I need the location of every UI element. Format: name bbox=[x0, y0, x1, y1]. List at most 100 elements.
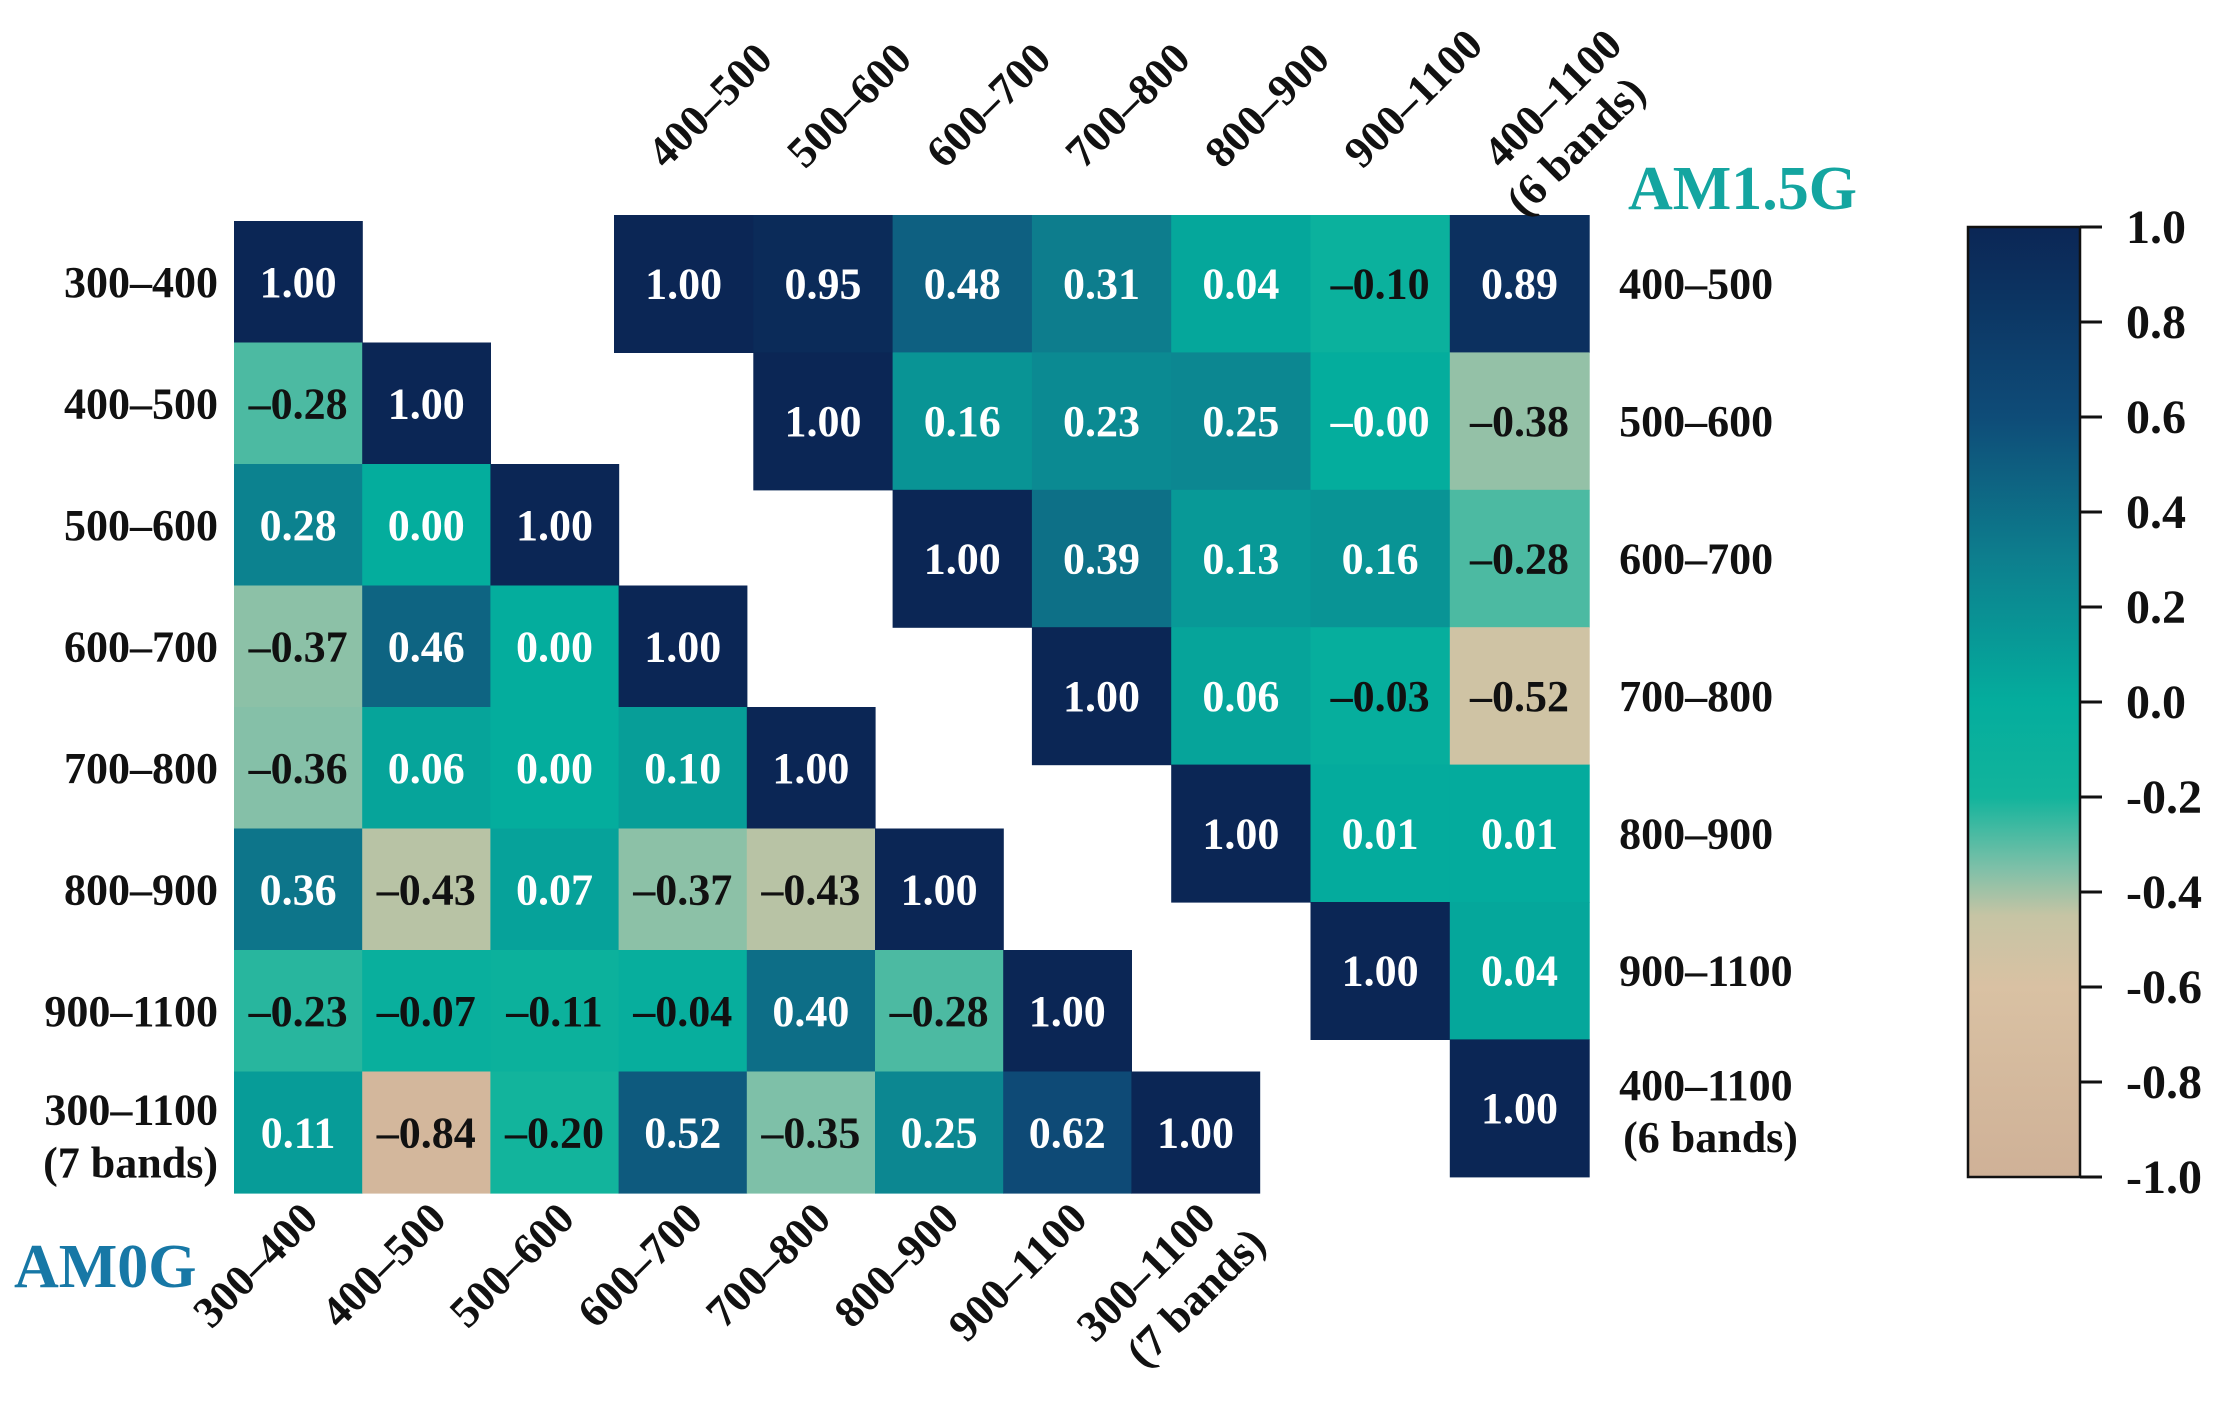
am0g-cell-label: 1.00 bbox=[388, 379, 465, 428]
am15g-cell-label: 0.48 bbox=[924, 260, 1001, 309]
am0g-cell-r7-c5 bbox=[875, 1071, 1004, 1194]
am15g-cell-r4-c6 bbox=[1449, 764, 1590, 903]
am0g-cell-label: 0.07 bbox=[516, 865, 593, 914]
colorbar-tick-label: -0.6 bbox=[2126, 961, 2202, 1014]
colorbar-tick-label: 0.0 bbox=[2126, 676, 2186, 729]
am15g-cell-r0-c2 bbox=[892, 215, 1033, 353]
am15g-cell-label: 1.00 bbox=[784, 397, 861, 446]
am0g-cell-r7-c0 bbox=[234, 1071, 363, 1194]
am15g-cell-r1-c5 bbox=[1310, 352, 1451, 491]
am15g-col-label: 400–500 bbox=[638, 34, 782, 178]
am0g-col-label: 600–700 bbox=[568, 1193, 712, 1337]
am15g-cell-label: –0.03 bbox=[1330, 672, 1430, 721]
am15g-cell-label: –0.28 bbox=[1469, 535, 1569, 584]
am0g-cell-label: 1.00 bbox=[260, 258, 337, 307]
am15g-cell-r3-c6 bbox=[1449, 627, 1590, 766]
am0g-cell-r4-c2 bbox=[490, 707, 620, 830]
am15g-cell-label: –0.00 bbox=[1330, 397, 1430, 446]
am0g-col-label: 400–500 bbox=[312, 1193, 456, 1337]
am15g-cell-label: 0.01 bbox=[1481, 809, 1558, 858]
am15g-cell-label: 0.13 bbox=[1202, 535, 1279, 584]
colorbar-tick-label: 0.8 bbox=[2126, 296, 2186, 349]
colorbar-tick-label: -0.4 bbox=[2126, 866, 2202, 919]
am0g-cell-r7-c1 bbox=[362, 1071, 491, 1194]
am0g-col-label: 300–1100(7 bands) bbox=[1067, 1181, 1275, 1389]
am15g-cell-r0-c4 bbox=[1171, 215, 1312, 353]
am0g-cell-r5-c0 bbox=[234, 828, 363, 951]
am0g-cell-label: 1.00 bbox=[644, 622, 721, 671]
am0g-cell-label: –0.23 bbox=[248, 987, 348, 1036]
am15g-cell-r2-c3 bbox=[1031, 489, 1172, 628]
am0g-cell-r4-c0 bbox=[234, 707, 363, 830]
am15g-cell-r2-c5 bbox=[1310, 489, 1451, 628]
am15g-col-label: 900–1100 bbox=[1335, 20, 1492, 177]
am15g-cell-r2-c4 bbox=[1171, 489, 1312, 628]
am0g-cell-r3-c1 bbox=[362, 585, 491, 708]
am15g-cell-r2-c2 bbox=[892, 489, 1033, 628]
am0g-cell-r3-c2 bbox=[490, 585, 620, 708]
am15g-col-label: 700–800 bbox=[1056, 34, 1200, 178]
am15g-cell-r1-c2 bbox=[892, 352, 1033, 491]
am15g-col-label: 800–900 bbox=[1195, 34, 1339, 178]
colorbar-scale bbox=[1966, 225, 2082, 1179]
am15g-col-label: 500–600 bbox=[777, 34, 921, 178]
am0g-cell-label: 0.52 bbox=[644, 1108, 721, 1157]
am15g-title: AM1.5G bbox=[1628, 155, 1857, 223]
colorbar-tick-label: 0.6 bbox=[2126, 391, 2186, 444]
am15g-cell-r0-c3 bbox=[1031, 215, 1172, 353]
am15g-cell-r4-c5 bbox=[1310, 764, 1451, 903]
am0g-cell-label: –0.37 bbox=[632, 865, 732, 914]
am0g-cell-r6-c3 bbox=[618, 950, 748, 1073]
am0g-cell-r6-c0 bbox=[234, 950, 363, 1073]
am15g-cell-label: 0.95 bbox=[784, 260, 861, 309]
am0g-cell-label: 0.62 bbox=[1029, 1108, 1106, 1157]
am15g-row-label: 900–1100 bbox=[1619, 947, 1793, 996]
am0g-cell-r5-c2 bbox=[490, 828, 620, 951]
am15g-cell-r1-c4 bbox=[1171, 352, 1312, 491]
am0g-cell-label: –0.43 bbox=[376, 865, 476, 914]
am15g-cell-label: –0.10 bbox=[1330, 260, 1430, 309]
am0g-cell-r6-c5 bbox=[875, 950, 1004, 1073]
am15g-cell-label: 1.00 bbox=[1342, 947, 1419, 996]
am0g-cell-label: 1.00 bbox=[901, 865, 978, 914]
am0g-cell-r6-c1 bbox=[362, 950, 491, 1073]
am0g-cell-r1-c0 bbox=[234, 342, 363, 465]
am15g-row-label: 500–600 bbox=[1619, 397, 1773, 446]
am0g-cell-r1-c1 bbox=[362, 342, 491, 465]
am15g-cell-r6-c6 bbox=[1449, 1039, 1590, 1178]
am15g-cell-label: 0.16 bbox=[1342, 535, 1419, 584]
am15g-cell-r5-c6 bbox=[1449, 902, 1590, 1040]
am15g-cell-r0-c5 bbox=[1310, 215, 1451, 353]
am15g-cell-label: 1.00 bbox=[1202, 809, 1279, 858]
am0g-cell-label: 0.11 bbox=[261, 1108, 336, 1157]
am15g-cell-label: 0.16 bbox=[924, 397, 1001, 446]
am0g-col-label: 900–1100 bbox=[939, 1193, 1096, 1350]
colorbar-tick-label: 0.4 bbox=[2126, 486, 2186, 539]
am0g-cell-r6-c6 bbox=[1003, 950, 1132, 1073]
am15g-cell-label: –0.52 bbox=[1469, 672, 1569, 721]
am0g-cell-label: –0.07 bbox=[376, 987, 476, 1036]
am0g-title: AM0G bbox=[14, 1233, 197, 1301]
am15g-cell-r1-c3 bbox=[1031, 352, 1172, 491]
am0g-cell-label: –0.28 bbox=[248, 379, 348, 428]
am0g-row-label: 900–1100 bbox=[44, 987, 218, 1036]
am15g-cell-r1-c1 bbox=[753, 352, 894, 491]
am15g-cell-r3-c4 bbox=[1171, 627, 1312, 766]
am0g-cell-label: 0.00 bbox=[516, 622, 593, 671]
am15g-cell-label: 0.06 bbox=[1202, 672, 1279, 721]
am0g-cell-label: –0.36 bbox=[248, 744, 348, 793]
am0g-cell-r5-c5 bbox=[875, 828, 1004, 951]
am15g-row-label: 400–1100 (6 bands) bbox=[1619, 1061, 1798, 1162]
am0g-cell-r3-c3 bbox=[618, 585, 748, 708]
am0g-cell-r7-c6 bbox=[1003, 1071, 1132, 1194]
am0g-cell-r2-c0 bbox=[234, 464, 363, 587]
colorbar-tick-label: 0.2 bbox=[2126, 581, 2186, 634]
am0g-cell-label: 0.40 bbox=[772, 987, 849, 1036]
am15g-cell-r2-c6 bbox=[1449, 489, 1590, 628]
am15g-col-label: 600–700 bbox=[917, 34, 1061, 178]
am0g-cell-r2-c2 bbox=[490, 464, 620, 587]
am0g-row-label: 500–600 bbox=[64, 501, 218, 550]
colorbar-tick-label: -0.8 bbox=[2126, 1056, 2202, 1109]
am0g-cell-label: –0.35 bbox=[760, 1108, 860, 1157]
am0g-cell-r4-c1 bbox=[362, 707, 491, 830]
